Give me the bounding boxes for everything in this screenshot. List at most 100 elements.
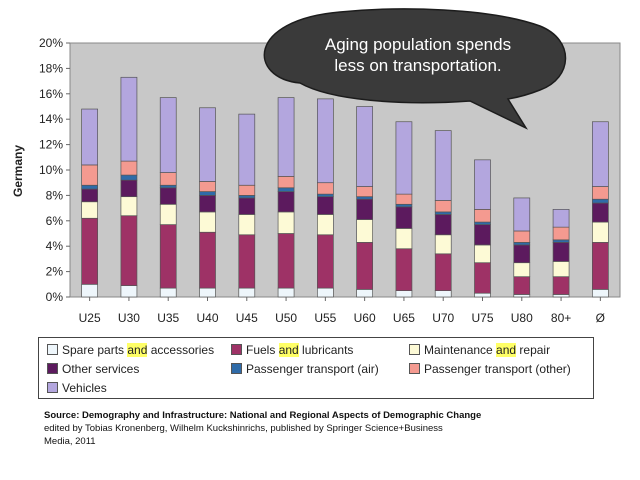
x-tick-label: U40 bbox=[196, 311, 218, 325]
bar-segment-U60-3 bbox=[356, 198, 373, 220]
x-tick-label: Ø bbox=[596, 311, 605, 325]
bar-segment-U45-5 bbox=[238, 184, 256, 196]
y-tick-label: 10% bbox=[39, 163, 63, 177]
bar-segment-U70-3 bbox=[434, 214, 452, 236]
bar-segment-U45-1 bbox=[238, 234, 256, 289]
bar-segment-U60-1 bbox=[356, 242, 373, 290]
bar-segment-U50-1 bbox=[277, 233, 295, 289]
bar-segment-U60-0 bbox=[356, 289, 373, 298]
legend: Spare parts and accessories Fuels and lu… bbox=[38, 337, 594, 399]
source-citation: Source: Demography and Infrastructure: N… bbox=[44, 409, 604, 448]
bar-segment-U60-4 bbox=[356, 196, 373, 200]
legend-item-maintenance: Maintenance and repair bbox=[409, 342, 550, 358]
bar-segment-U25-0 bbox=[81, 283, 98, 298]
source-line-3: Media, 2011 bbox=[44, 436, 96, 447]
x-tick-label: U35 bbox=[157, 311, 179, 325]
y-axis-label: Germany bbox=[11, 145, 25, 197]
bar-segment-U25-2 bbox=[81, 201, 98, 219]
bar-segment-U65-1 bbox=[395, 248, 413, 292]
bar-segment-U45-4 bbox=[238, 195, 256, 199]
legend-swatch-vehicles bbox=[47, 382, 58, 394]
legend-swatch-air bbox=[231, 363, 242, 375]
speech-bubble-line-2: less on transportation. bbox=[334, 56, 501, 75]
bar-segment-U75-5 bbox=[474, 209, 491, 223]
x-tick-label: U30 bbox=[118, 311, 140, 325]
bar-segment-U35-6 bbox=[159, 97, 177, 173]
bar-segment-U40-5 bbox=[199, 181, 216, 192]
bar-segment-U55-2 bbox=[317, 214, 334, 236]
legend-swatch-maintenance bbox=[409, 344, 420, 356]
bar-segment-U50-3 bbox=[277, 191, 295, 213]
bar-segment-U60-5 bbox=[356, 186, 373, 198]
legend-swatch-spare-parts bbox=[47, 344, 58, 356]
legend-label-fuels-post: lubricants bbox=[298, 343, 354, 357]
bar-segment-U40-1 bbox=[199, 231, 216, 289]
bar-segment-U30-0 bbox=[120, 285, 138, 298]
bar-segment-80+-4 bbox=[552, 239, 570, 243]
bar-segment-U55-6 bbox=[317, 98, 334, 184]
bar-segment-U65-2 bbox=[395, 228, 413, 250]
legend-label-maint-post: repair bbox=[516, 343, 551, 357]
bar-segment-U55-0 bbox=[317, 287, 334, 298]
bar-segment-U60-2 bbox=[356, 219, 373, 243]
bar-segment-U70-2 bbox=[434, 234, 452, 255]
bar-segment-80+-0 bbox=[552, 294, 570, 298]
bar-segment-U75-3 bbox=[474, 224, 491, 246]
bar-segment-U65-3 bbox=[395, 206, 413, 229]
legend-label-other-services: Other services bbox=[62, 362, 140, 376]
legend-item-other-services: Other services bbox=[47, 361, 139, 377]
bar-segment-80+-2 bbox=[552, 261, 570, 278]
bar-segment-U80-1 bbox=[513, 276, 531, 295]
bar-segment-U55-1 bbox=[317, 234, 334, 289]
bar-segment-U45-3 bbox=[238, 197, 256, 215]
bar-segment-U30-5 bbox=[120, 160, 138, 176]
bar-segment-Ø-4 bbox=[592, 198, 609, 204]
bar-segment-U30-6 bbox=[120, 76, 138, 162]
x-tick-label: U25 bbox=[79, 311, 101, 325]
bar-segment-U55-4 bbox=[317, 193, 334, 198]
bar-segment-U35-2 bbox=[159, 203, 177, 225]
bar-segment-U35-0 bbox=[159, 287, 177, 298]
bar-segment-U40-0 bbox=[199, 287, 216, 298]
y-tick-label: 4% bbox=[46, 239, 64, 253]
bar-segment-Ø-2 bbox=[592, 221, 609, 243]
bar-segment-Ø-6 bbox=[592, 121, 609, 187]
bar-segment-U50-5 bbox=[277, 176, 295, 189]
bar-segment-U45-0 bbox=[238, 287, 256, 298]
bar-segment-U25-6 bbox=[81, 108, 98, 166]
bar-segment-U80-6 bbox=[513, 197, 531, 232]
x-tick-label: U50 bbox=[275, 311, 297, 325]
bar-segment-U40-4 bbox=[199, 191, 216, 196]
source-line-2: edited by Tobias Kronenberg, Wilhelm Kuc… bbox=[44, 423, 443, 434]
bar-segment-U60-6 bbox=[356, 106, 373, 187]
bar-segment-U45-6 bbox=[238, 113, 256, 186]
bar-segment-U35-4 bbox=[159, 184, 177, 189]
x-tick-label: U60 bbox=[354, 311, 376, 325]
bar-segment-U30-3 bbox=[120, 179, 138, 198]
bar-segment-Ø-5 bbox=[592, 186, 609, 200]
bar-segment-U75-4 bbox=[474, 221, 491, 225]
bar-segment-U35-5 bbox=[159, 172, 177, 186]
y-tick-label: 6% bbox=[46, 214, 64, 228]
legend-label-spare-post: accessories bbox=[147, 343, 215, 357]
y-tick-label: 14% bbox=[39, 112, 63, 126]
x-tick-label: 80+ bbox=[551, 311, 571, 325]
legend-item-spare-parts: Spare parts and accessories bbox=[47, 342, 214, 358]
bar-segment-U70-0 bbox=[434, 290, 452, 298]
x-tick-label: U45 bbox=[236, 311, 258, 325]
legend-item-air: Passenger transport (air) bbox=[231, 361, 379, 377]
bar-segment-U25-4 bbox=[81, 184, 98, 190]
legend-label-maint-pre: Maintenance bbox=[424, 343, 497, 357]
bar-segment-U30-4 bbox=[120, 174, 138, 181]
bar-segment-80+-3 bbox=[552, 242, 570, 262]
y-tick-label: 12% bbox=[39, 138, 63, 152]
bar-segment-U75-1 bbox=[474, 262, 491, 294]
bar-segment-U50-0 bbox=[277, 287, 295, 298]
legend-label-fuels-pre: Fuels bbox=[246, 343, 279, 357]
y-tick-label: 16% bbox=[39, 87, 63, 101]
bar-segment-U65-6 bbox=[395, 121, 413, 195]
x-tick-label: U55 bbox=[314, 311, 336, 325]
x-tick-label: U65 bbox=[393, 311, 415, 325]
bar-segment-U25-5 bbox=[81, 164, 98, 186]
bar-segment-U35-1 bbox=[159, 224, 177, 289]
